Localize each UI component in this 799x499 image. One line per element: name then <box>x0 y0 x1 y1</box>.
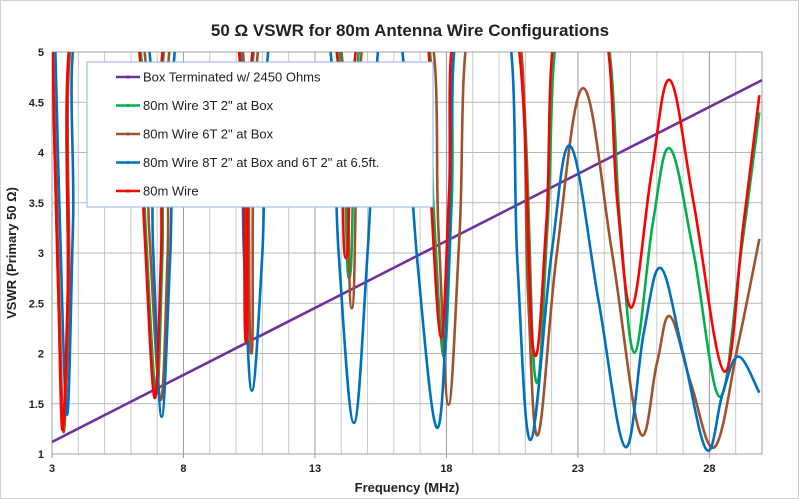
y-tick-label: 5 <box>38 47 44 59</box>
x-tick-label: 8 <box>180 463 186 475</box>
legend-label: Box Terminated w/ 2450 Ohms <box>143 70 321 85</box>
legend-label: 80m Wire 8T 2" at Box and 6T 2" at 6.5ft… <box>143 155 379 170</box>
x-tick-label: 28 <box>703 463 715 475</box>
legend-marker <box>126 75 130 79</box>
chart-title: 50 Ω VSWR for 80m Antenna Wire Configura… <box>211 21 609 40</box>
x-tick-label: 18 <box>440 463 452 475</box>
series-line-80m-wire-8t-2-at-box-and-6t-2-at-6-5ft <box>54 52 761 452</box>
series-line-80m-wire-3t-2-at-box <box>52 52 761 431</box>
series-line-80m-wire-6t-2-at-box <box>52 52 761 449</box>
legend-label: 80m Wire 3T 2" at Box <box>143 98 274 113</box>
x-axis-label: Frequency (MHz) <box>355 480 460 495</box>
x-tick-label: 3 <box>49 463 55 475</box>
legend-marker <box>126 160 130 165</box>
y-tick-label: 2 <box>38 349 44 361</box>
legend-marker <box>126 103 130 108</box>
legend: Box Terminated w/ 2450 Ohms 80m Wire 3T 2… <box>86 61 434 208</box>
series-group <box>52 52 762 452</box>
legend-label: 80m Wire 6T 2" at Box <box>143 127 274 142</box>
plot-area <box>51 51 763 455</box>
y-tick-label: 2.5 <box>29 298 44 310</box>
legend-marker <box>126 189 130 193</box>
y-tick-label: 4.5 <box>29 97 44 109</box>
y-axis-label: VSWR (Primary 50 Ω) <box>4 187 19 319</box>
series-line-80m-wire <box>52 52 761 432</box>
y-tick-label: 1.5 <box>29 399 44 411</box>
tick-labels: 1 1.5 2 2.5 3 3.5 4 4.5 5 3 8 13 18 23 28 <box>29 47 716 475</box>
x-tick-label: 23 <box>572 463 584 475</box>
x-tick-label: 13 <box>309 463 321 475</box>
y-tick-label: 3.5 <box>29 198 44 210</box>
legend-box <box>86 61 434 208</box>
legend-marker <box>126 132 130 136</box>
legend-label: 80m Wire <box>143 184 199 199</box>
y-tick-label: 1 <box>38 449 44 461</box>
series-line-box-terminated-w-2450-ohms <box>52 78 762 444</box>
y-tick-label: 3 <box>38 248 44 260</box>
y-tick-label: 4 <box>38 148 45 160</box>
